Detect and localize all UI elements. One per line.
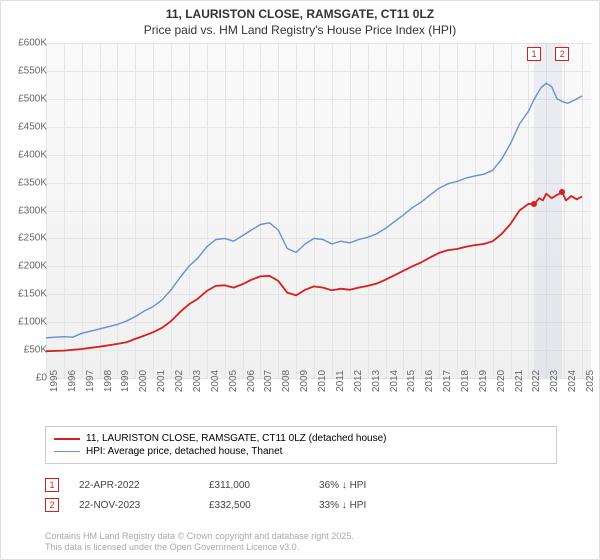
x-axis-label: 2009 (299, 370, 310, 392)
x-axis-label: 2023 (549, 370, 560, 392)
sale-row-marker: 1 (45, 478, 59, 492)
chart-title-line2: Price paid vs. HM Land Registry's House … (1, 23, 599, 41)
x-axis-label: 2022 (531, 370, 542, 392)
sale-row: 1 22-APR-2022 £311,000 36% ↓ HPI (45, 477, 557, 493)
x-axis-label: 2003 (192, 370, 203, 392)
x-axis-label: 2021 (514, 370, 525, 392)
x-axis-label: 2008 (281, 370, 292, 392)
x-axis-label: 1995 (49, 370, 60, 392)
y-axis-label: £50K (24, 345, 47, 356)
x-axis-label: 2000 (138, 370, 149, 392)
series-property (46, 192, 582, 351)
x-axis-label: 2019 (478, 370, 489, 392)
x-axis-label: 1996 (67, 370, 78, 392)
x-axis-label: 2014 (389, 370, 400, 392)
x-axis-label: 2015 (406, 370, 417, 392)
sale-marker-dot (531, 201, 537, 207)
sale-date: 22-NOV-2023 (79, 500, 189, 511)
y-axis-label: £100K (18, 317, 47, 328)
y-axis-label: £150K (18, 289, 47, 300)
footer-attribution: Contains HM Land Registry data © Crown c… (45, 531, 354, 553)
sale-delta: 33% ↓ HPI (319, 500, 429, 511)
legend-row: 11, LAURISTON CLOSE, RAMSGATE, CT11 0LZ … (54, 433, 548, 444)
x-axis-label: 2024 (567, 370, 578, 392)
legend-box: 11, LAURISTON CLOSE, RAMSGATE, CT11 0LZ … (45, 426, 557, 464)
x-axis-label: 2025 (585, 370, 596, 392)
y-axis-label: £350K (18, 177, 47, 188)
footer-line2: This data is licensed under the Open Gov… (45, 542, 354, 553)
x-axis-label: 2005 (228, 370, 239, 392)
legend-swatch (54, 438, 80, 440)
x-axis-label: 2001 (156, 370, 167, 392)
x-axis-label: 2004 (210, 370, 221, 392)
x-axis-label: 1997 (85, 370, 96, 392)
y-axis-label: £250K (18, 233, 47, 244)
plot-area: 12 (46, 43, 591, 378)
x-axis-label: 2013 (371, 370, 382, 392)
y-axis-label: £500K (18, 93, 47, 104)
y-axis-label: £200K (18, 261, 47, 272)
callout-box: 1 (527, 47, 541, 61)
sale-date: 22-APR-2022 (79, 480, 189, 491)
y-axis-label: £600K (18, 38, 47, 49)
x-axis-label: 2017 (442, 370, 453, 392)
x-axis-label: 1999 (120, 370, 131, 392)
y-axis-label: £400K (18, 149, 47, 160)
legend-label: 11, LAURISTON CLOSE, RAMSGATE, CT11 0LZ … (86, 433, 387, 444)
callout-box: 2 (555, 47, 569, 61)
footer-line1: Contains HM Land Registry data © Crown c… (45, 531, 354, 542)
sale-row: 2 22-NOV-2023 £332,500 33% ↓ HPI (45, 497, 557, 513)
chart-container: 11, LAURISTON CLOSE, RAMSGATE, CT11 0LZ … (0, 0, 600, 560)
x-axis-label: 1998 (103, 370, 114, 392)
x-axis-label: 2012 (353, 370, 364, 392)
line-series (46, 43, 591, 378)
x-axis-label: 2018 (460, 370, 471, 392)
sales-table: 1 22-APR-2022 £311,000 36% ↓ HPI 2 22-NOV-202… (45, 473, 557, 517)
x-axis-label: 2006 (246, 370, 257, 392)
x-axis-label: 2010 (317, 370, 328, 392)
y-axis-label: £0 (36, 373, 47, 384)
legend-row: HPI: Average price, detached house, Than… (54, 446, 548, 457)
legend-swatch (54, 451, 80, 452)
sale-price: £311,000 (209, 480, 299, 491)
y-axis-label: £550K (18, 65, 47, 76)
sale-marker-dot (559, 189, 565, 195)
x-axis-label: 2007 (263, 370, 274, 392)
x-axis-label: 2002 (174, 370, 185, 392)
y-axis-label: £300K (18, 205, 47, 216)
sale-price: £332,500 (209, 500, 299, 511)
series-hpi (46, 83, 582, 338)
x-axis-label: 2016 (424, 370, 435, 392)
legend-label: HPI: Average price, detached house, Than… (86, 446, 282, 457)
x-axis-label: 2020 (496, 370, 507, 392)
chart-title-line1: 11, LAURISTON CLOSE, RAMSGATE, CT11 0LZ (1, 1, 599, 23)
x-axis-label: 2011 (335, 370, 346, 392)
sale-delta: 36% ↓ HPI (319, 480, 429, 491)
sale-row-marker: 2 (45, 498, 59, 512)
y-axis-label: £450K (18, 121, 47, 132)
